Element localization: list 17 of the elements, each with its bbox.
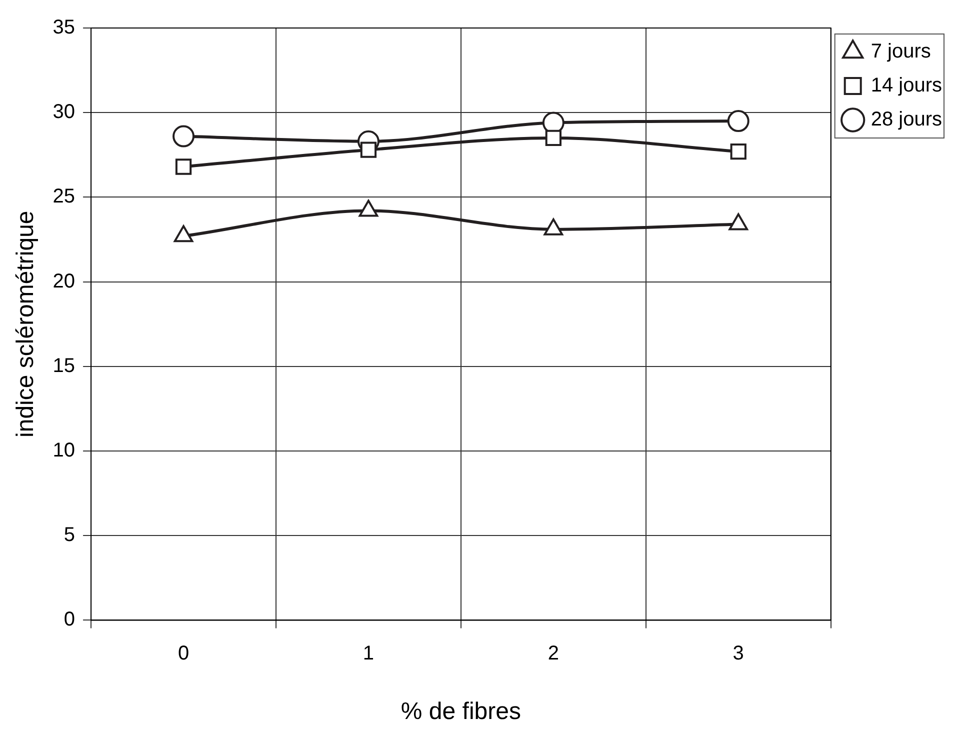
legend-label: 7 jours (870, 40, 931, 63)
y-tick-label: 15 (52, 354, 76, 377)
y-axis-title: indice sclérométrique (12, 210, 40, 438)
y-tick-label: 0 (64, 608, 76, 631)
y-tick-label: 30 (52, 101, 76, 124)
x-tick-label: 2 (548, 642, 559, 665)
y-tick-label: 35 (52, 16, 76, 39)
y-tick-label: 25 (52, 186, 76, 208)
y-tick-label: 5 (64, 524, 76, 546)
x-tick-label: 0 (178, 642, 190, 665)
x-tick-label: 1 (362, 642, 374, 665)
x-tick-label: 3 (732, 642, 744, 665)
legend-label: 28 jours (870, 108, 942, 131)
y-tick-label: 20 (52, 270, 76, 292)
x-axis-title: % de fibres (400, 698, 521, 726)
legend-label: 14 jours (870, 74, 942, 97)
y-tick-label: 10 (52, 440, 76, 462)
